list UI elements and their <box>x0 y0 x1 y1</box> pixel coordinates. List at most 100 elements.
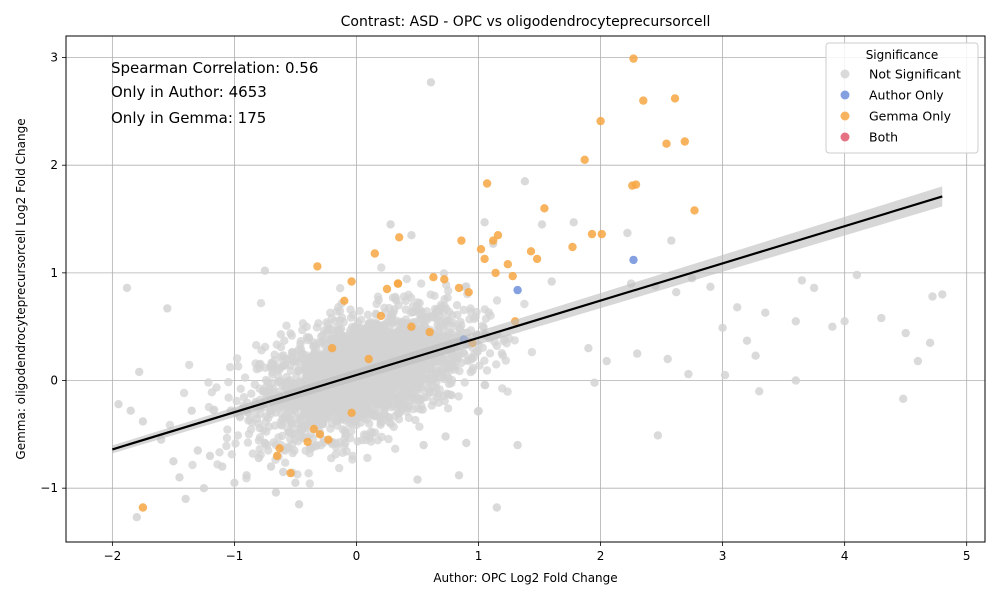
point-not-significant <box>205 451 215 461</box>
cloud-point <box>378 321 387 331</box>
point-not-significant <box>928 292 937 301</box>
cloud-point <box>333 391 342 401</box>
point-gemma-only <box>457 236 466 245</box>
cloud-point <box>422 307 431 316</box>
point-gemma-only <box>482 179 492 188</box>
cloud-point <box>346 382 355 391</box>
cloud-point <box>319 419 328 429</box>
cloud-point <box>276 343 286 352</box>
cloud-point <box>376 350 385 360</box>
cloud-point <box>406 308 416 317</box>
cloud-point <box>449 322 458 331</box>
cloud-point <box>313 407 322 417</box>
cloud-point <box>366 437 376 446</box>
cloud-point <box>386 390 395 400</box>
point-not-significant <box>135 367 144 377</box>
cloud-point <box>443 293 452 302</box>
point-not-significant <box>169 457 178 466</box>
point-not-significant <box>938 290 947 299</box>
point-not-significant <box>761 308 770 317</box>
cloud-point <box>413 317 422 326</box>
cloud-point <box>264 422 274 431</box>
point-gemma-only <box>347 408 356 417</box>
cloud-point <box>371 336 381 345</box>
point-not-significant <box>791 376 800 385</box>
cloud-point <box>293 418 302 428</box>
point-gemma-only <box>340 296 349 305</box>
cloud-point <box>236 384 245 393</box>
point-not-significant <box>720 370 730 380</box>
cloud-point <box>396 392 405 401</box>
cloud-point <box>423 364 432 373</box>
cloud-point <box>338 448 347 457</box>
cloud-point <box>419 393 429 402</box>
cloud-point <box>306 444 316 453</box>
point-not-significant <box>132 513 141 522</box>
cloud-point <box>347 427 356 436</box>
cloud-point <box>485 349 495 358</box>
plot-frame <box>65 35 986 543</box>
point-not-significant <box>809 283 819 293</box>
cloud-point <box>288 399 298 408</box>
cloud-point <box>380 380 389 390</box>
cloud-point <box>327 454 336 463</box>
point-not-significant <box>755 387 764 396</box>
cloud-point <box>394 347 404 356</box>
cloud-point <box>286 329 295 338</box>
cloud-point <box>247 389 256 398</box>
point-gemma-only <box>309 424 318 434</box>
point-gemma-only <box>580 155 589 164</box>
point-gemma-only <box>303 437 312 447</box>
cloud-point <box>276 330 285 339</box>
cloud-point <box>384 434 393 444</box>
cloud-point <box>366 410 375 419</box>
cloud-point <box>392 296 401 305</box>
point-not-significant <box>913 356 923 366</box>
cloud-point <box>335 463 344 473</box>
cloud-point <box>396 379 405 388</box>
point-not-significant <box>901 328 910 338</box>
cloud-point <box>464 356 474 365</box>
cloud-point <box>492 296 502 305</box>
point-not-significant <box>413 475 422 484</box>
cloud-point <box>438 302 447 311</box>
cloud-point <box>367 386 377 395</box>
cloud-point <box>336 284 345 293</box>
legend-label: Gemma Only <box>869 109 952 124</box>
cloud-point <box>412 365 421 374</box>
cloud-point <box>527 347 537 357</box>
x-tick-label: −2 <box>104 549 122 563</box>
point-gemma-only <box>568 242 577 252</box>
cloud-point <box>224 377 233 387</box>
point-not-significant <box>279 467 288 477</box>
cloud-point <box>311 351 320 361</box>
point-gemma-only <box>508 271 517 281</box>
point-not-significant <box>684 369 693 379</box>
cloud-point <box>384 370 394 380</box>
cloud-point <box>332 415 341 424</box>
cloud-point <box>348 455 357 464</box>
cloud-point <box>225 363 235 372</box>
cloud-point <box>362 327 372 337</box>
point-gemma-only <box>275 444 284 453</box>
cloud-point <box>281 458 290 467</box>
point-not-significant <box>513 440 522 450</box>
point-gemma-only <box>313 262 322 271</box>
point-not-significant <box>520 177 530 186</box>
cloud-point <box>303 336 312 345</box>
cloud-point <box>232 396 241 406</box>
cloud-point <box>452 301 462 310</box>
cloud-point <box>250 380 259 389</box>
cloud-point <box>284 354 294 364</box>
cloud-point <box>448 351 457 360</box>
legend: Significance Not Significant Author Only G… <box>825 42 979 154</box>
point-not-significant <box>407 231 416 240</box>
point-gemma-only <box>393 279 403 288</box>
cloud-point <box>425 386 434 395</box>
cloud-point <box>224 393 233 402</box>
point-not-significant <box>163 304 172 313</box>
x-tick-label: 1 <box>475 549 483 563</box>
cloud-point <box>366 427 376 436</box>
cloud-point <box>405 333 415 342</box>
